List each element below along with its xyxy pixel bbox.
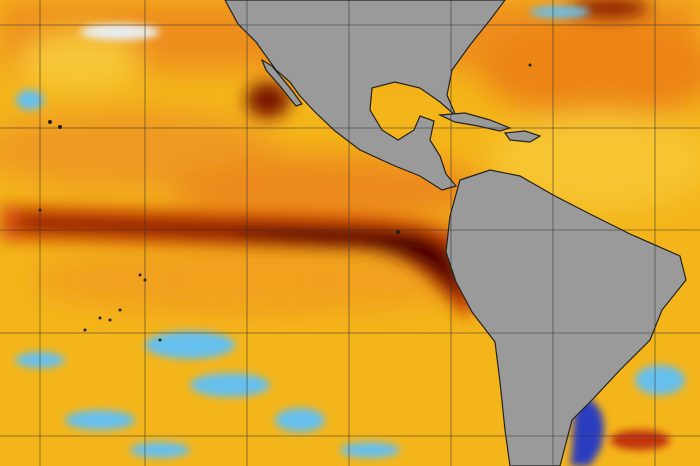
baja-california: [260, 58, 303, 107]
south-america: [445, 169, 687, 466]
hispaniola: [503, 130, 542, 143]
land: [224, 0, 687, 466]
islands: [38, 63, 532, 342]
north-america: [224, 0, 506, 191]
cuba: [437, 112, 512, 132]
